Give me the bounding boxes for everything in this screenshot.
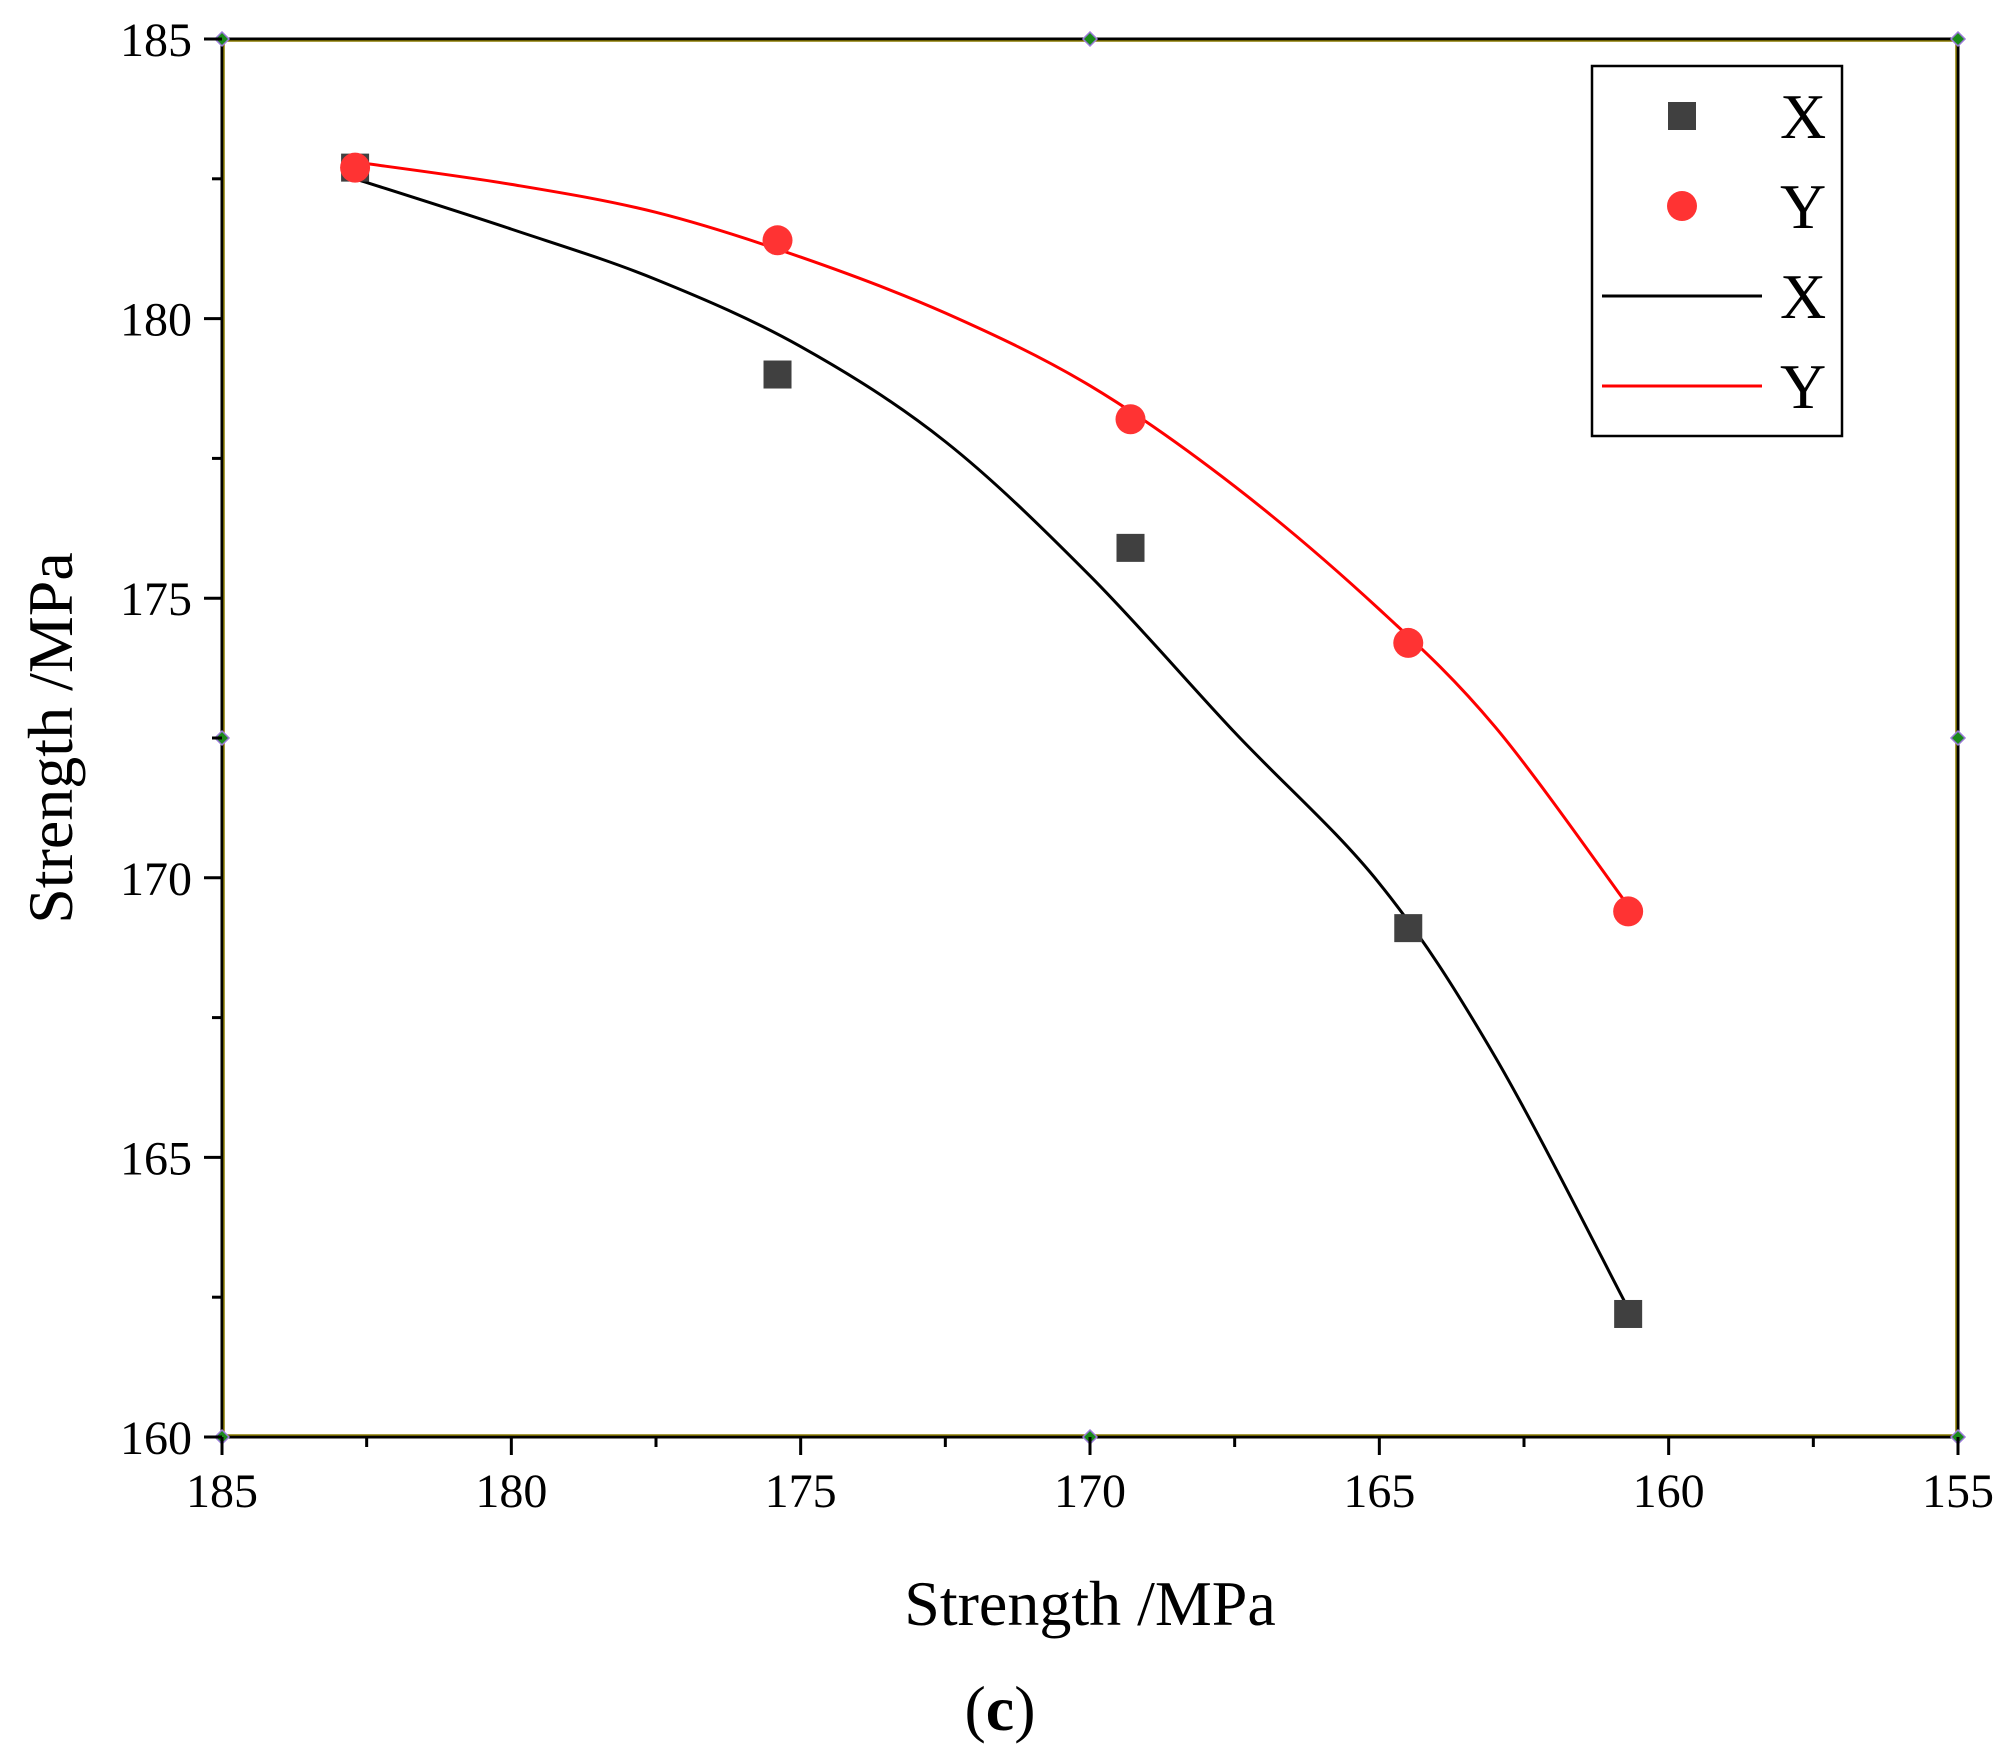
series-lines	[354, 160, 1630, 1310]
legend-label-X: X	[1780, 81, 1826, 152]
data-point-Y	[340, 152, 371, 183]
x-axis-ticks: 185 180 175 170 165 160 155	[186, 1437, 1994, 1518]
data-point-Y	[762, 225, 793, 256]
data-point-Y	[1393, 627, 1424, 658]
panel-label: (c)	[964, 1673, 1035, 1744]
data-point-Y	[1115, 404, 1146, 435]
legend-swatch-Y	[1667, 191, 1697, 221]
legend-swatch-X	[1668, 102, 1696, 130]
data-point-X	[763, 360, 792, 389]
x-tick-label: 185	[186, 1465, 258, 1518]
legend-label-Y: Y	[1780, 351, 1826, 422]
data-point-Y	[1613, 896, 1644, 927]
y-tick-label: 170	[120, 853, 192, 906]
series-markers	[340, 152, 1644, 1328]
y-tick-label: 185	[120, 14, 192, 67]
y-axis-title: Strength /MPa	[15, 552, 86, 924]
fit-line-X	[354, 177, 1630, 1310]
y-tick-label: 180	[120, 294, 192, 347]
x-tick-label: 160	[1633, 1465, 1705, 1518]
x-axis-title: Strength /MPa	[904, 1568, 1276, 1639]
y-tick-label: 165	[120, 1132, 192, 1185]
fit-line-Y	[354, 160, 1630, 907]
x-tick-label: 175	[765, 1465, 837, 1518]
legend-label-Y: Y	[1780, 171, 1826, 242]
data-point-X	[1614, 1299, 1643, 1328]
x-tick-label: 180	[475, 1465, 547, 1518]
panel-label-open: (	[964, 1673, 985, 1744]
panel-label-letter: c	[986, 1673, 1014, 1744]
y-axis-ticks: 160 165 170 175 180 185	[120, 14, 222, 1465]
panel-label-close: )	[1014, 1673, 1035, 1744]
selection-handle	[1081, 30, 1099, 48]
data-point-X	[1394, 914, 1423, 943]
y-tick-label: 175	[120, 573, 192, 626]
selection-handle	[1949, 30, 1967, 48]
selection-handle	[1949, 729, 1967, 747]
x-tick-label: 165	[1343, 1465, 1415, 1518]
x-tick-label: 170	[1054, 1465, 1126, 1518]
legend-label-X: X	[1780, 261, 1826, 332]
data-point-X	[1116, 533, 1145, 562]
y-tick-label: 160	[120, 1412, 192, 1465]
legend-box	[1590, 64, 1844, 438]
x-tick-label: 155	[1922, 1465, 1994, 1518]
axis-titles: Strength /MPa Strength /MPa	[15, 552, 1276, 1639]
